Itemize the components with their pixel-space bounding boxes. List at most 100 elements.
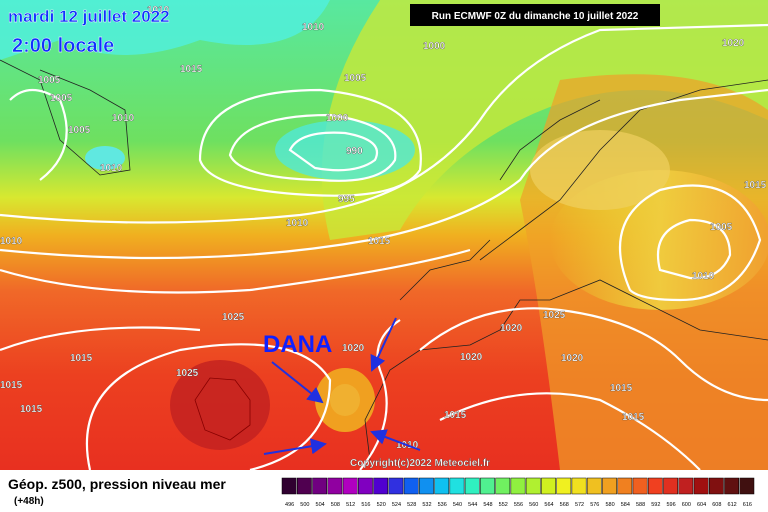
isobar-label: 1025 <box>176 368 199 379</box>
scale-label: 548 <box>483 502 492 508</box>
isobar-label: 1000 <box>423 41 446 52</box>
isobar-label: 990 <box>346 146 363 157</box>
scale-label: 552 <box>499 502 508 508</box>
isobar-label: 1000 <box>326 113 349 124</box>
scale-swatch <box>495 477 511 495</box>
isobar-label: 1015 <box>20 404 43 415</box>
time: 2:00 locale <box>12 35 114 57</box>
color-scale: 496 500 504 508 512 516 520 524 528 532 536 540 544 5… <box>281 477 755 508</box>
scale-label: 508 <box>331 502 340 508</box>
isobar-label: 1005 <box>68 125 91 136</box>
scale-label: 520 <box>377 502 386 508</box>
copyright: Copyright(c)2022 Meteociel.fr <box>350 458 490 469</box>
scale-swatch <box>647 477 663 495</box>
scale-swatch <box>297 477 312 495</box>
scale-label: 568 <box>560 502 569 508</box>
isobar-label: 1015 <box>744 180 767 191</box>
scale-label: 576 <box>590 502 599 508</box>
scale-label: 584 <box>621 502 630 508</box>
isobar-label: 1005 <box>344 73 367 84</box>
scale-swatch <box>281 477 297 495</box>
scale-swatch <box>617 477 633 495</box>
isobar-label: 1010 <box>0 236 23 247</box>
scale-label: 612 <box>728 502 737 508</box>
scale-label: 616 <box>743 502 752 508</box>
scale-label: 524 <box>392 502 401 508</box>
arrow <box>263 438 327 455</box>
scale-label: 600 <box>682 502 691 508</box>
scale-swatch <box>449 477 465 495</box>
isobar-label: 1020 <box>722 38 745 49</box>
scale-swatch <box>419 477 434 495</box>
scale-label: 512 <box>346 502 355 508</box>
isobar-label: 1015 <box>0 380 23 391</box>
isobar-label: 1015 <box>622 412 645 423</box>
isobar-label: 1025 <box>222 312 245 323</box>
scale-label: 516 <box>361 502 370 508</box>
isobar-label: 1005 <box>50 93 73 104</box>
scale-swatch <box>663 477 678 495</box>
isobar-label: 1020 <box>460 352 483 363</box>
scale-label: 496 <box>285 502 294 508</box>
arrow <box>271 361 324 404</box>
date: mardi 12 juillet 2022 <box>8 7 170 26</box>
coastlines <box>0 59 768 461</box>
scale-label: 500 <box>300 502 309 508</box>
scale-swatch <box>434 477 450 495</box>
isobar-label: 1015 <box>70 353 93 364</box>
scale-label: 596 <box>666 502 675 508</box>
isobar-labels: 1010 1010 1000 1020 1015 1005 1005 1005 1010 1000… <box>0 5 767 451</box>
scale-swatch <box>708 477 724 495</box>
isobar-label: 1010 <box>692 271 715 282</box>
scale-label: 588 <box>636 502 645 508</box>
isobar-label: 1025 <box>543 310 566 321</box>
scale-swatch <box>373 477 389 495</box>
isobar-label: 1010 <box>147 5 170 16</box>
scale-swatch <box>327 477 343 495</box>
isobar-label: 1005 <box>710 222 733 233</box>
scale-label: 528 <box>407 502 416 508</box>
scale-swatch <box>739 477 755 495</box>
isobar-label: 1010 <box>100 163 123 174</box>
scale-swatch <box>586 477 602 495</box>
scale-label: 560 <box>529 502 538 508</box>
scale-swatch <box>724 477 739 495</box>
isobar-label: 1015 <box>180 64 203 75</box>
isobar-label: 1010 <box>302 22 325 33</box>
legend-title: Géop. z500, pression niveau mer <box>8 476 226 492</box>
scale-label: 532 <box>422 502 431 508</box>
scale-label: 504 <box>316 502 325 508</box>
isobar-label: 1020 <box>500 323 523 334</box>
scale-label: 580 <box>605 502 614 508</box>
scale-label: 556 <box>514 502 523 508</box>
arrow <box>370 317 397 372</box>
isobar-label: 1015 <box>444 410 467 421</box>
scale-swatch <box>312 477 328 495</box>
scale-swatch <box>464 477 480 495</box>
arrow <box>370 429 421 451</box>
scale-label: 604 <box>697 502 706 508</box>
scale-swatch <box>342 477 358 495</box>
scale-label: 564 <box>544 502 553 508</box>
dana-label: DANA <box>263 331 332 358</box>
isobar-label: 1010 <box>286 218 309 229</box>
isobar-label: 1020 <box>342 343 365 354</box>
scale-swatch <box>358 477 373 495</box>
isobar-label: 1015 <box>368 236 391 247</box>
background <box>0 0 768 471</box>
scale-swatch <box>678 477 694 495</box>
scale-swatch <box>403 477 419 495</box>
scale-label: 540 <box>453 502 462 508</box>
scale-label: 608 <box>712 502 721 508</box>
scale-swatch <box>693 477 709 495</box>
scale-label: 592 <box>651 502 660 508</box>
isobar-label: 1020 <box>561 353 584 364</box>
isobar-label: 1005 <box>38 75 61 86</box>
legend-lead: (+48h) <box>14 496 44 507</box>
scale-label: 572 <box>575 502 584 508</box>
scale-swatch <box>510 477 526 495</box>
scale-swatch <box>388 477 404 495</box>
isobar-label: 995 <box>338 194 355 205</box>
scale-label: 544 <box>468 502 477 508</box>
scale-swatch <box>632 477 648 495</box>
